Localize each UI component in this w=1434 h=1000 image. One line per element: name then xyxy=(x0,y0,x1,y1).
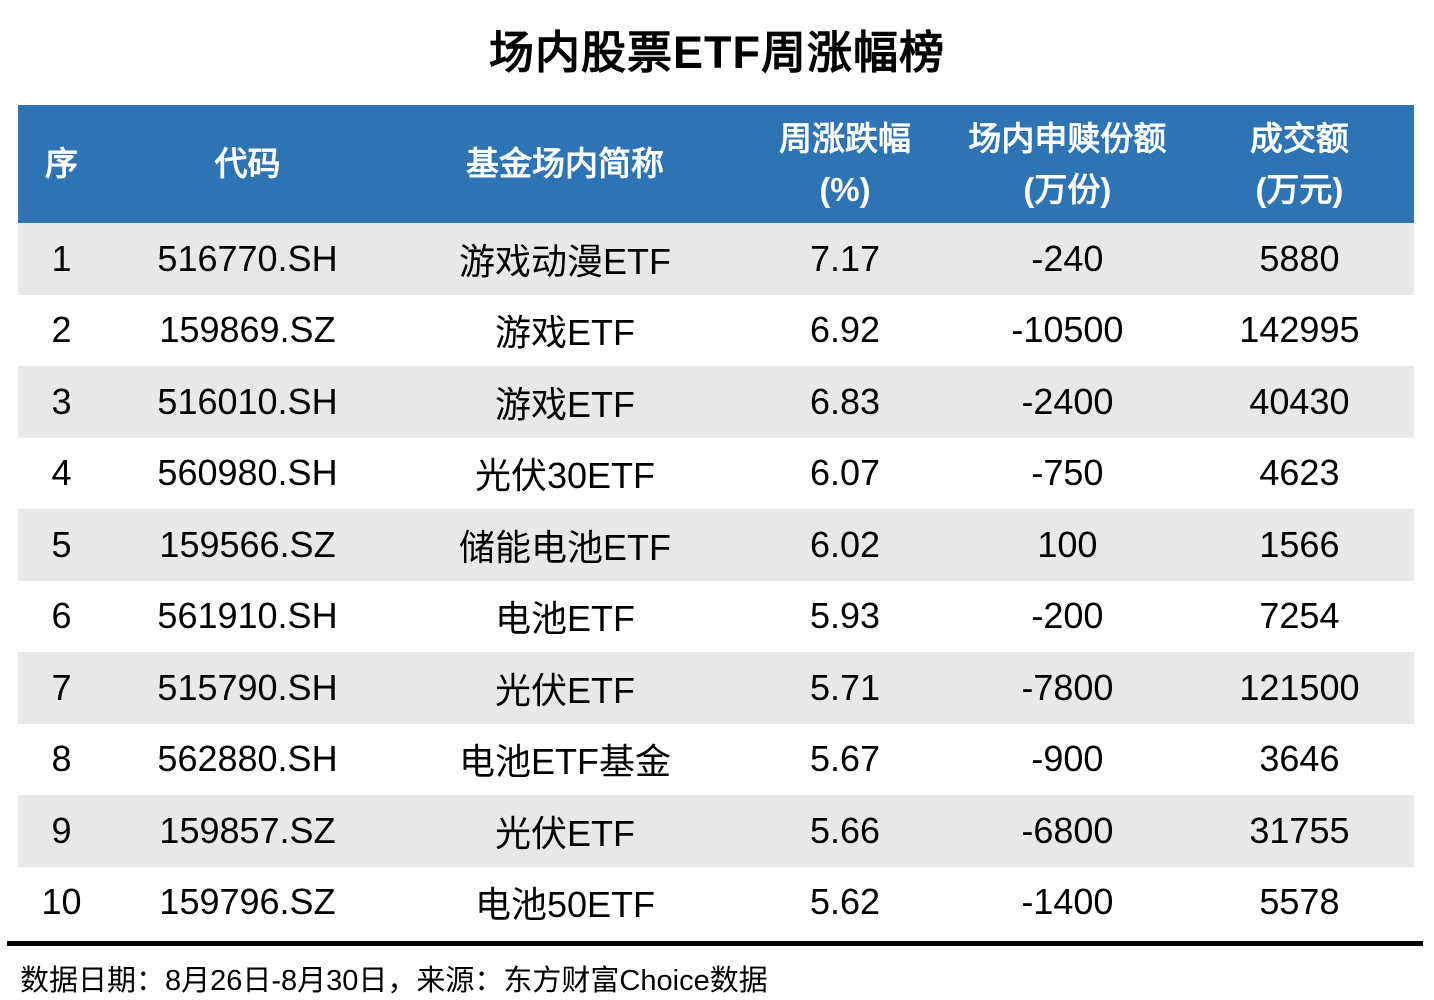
table-row: 10 159796.SZ 电池50ETF 5.62 -1400 5578 xyxy=(18,866,1414,938)
cell-code: 516010.SH xyxy=(157,380,338,422)
cell-rank: 1 xyxy=(51,237,72,279)
cell-creation-redemption: -200 xyxy=(1031,595,1104,637)
table-header-row: 序 代码 基金场内简称 周涨跌幅 (%) 场内申赎份额 (万份) 成交额 (万元… xyxy=(18,105,1414,223)
cell-name: 游戏ETF xyxy=(495,383,636,425)
table-row: 3 516010.SH 游戏ETF 6.83 -2400 40430 xyxy=(18,366,1414,438)
cell-turnover: 5578 xyxy=(1259,881,1340,923)
cell-code: 159857.SZ xyxy=(159,809,336,851)
cell-code: 159566.SZ xyxy=(159,523,336,565)
cell-name: 电池ETF xyxy=(495,598,636,640)
cell-rank: 9 xyxy=(51,809,72,851)
cell-rank: 7 xyxy=(51,666,72,708)
cell-creation-redemption: -2400 xyxy=(1021,380,1114,422)
cell-name: 光伏ETF xyxy=(495,669,636,711)
cell-weekly-change: 5.93 xyxy=(809,595,881,637)
cell-code: 159796.SZ xyxy=(159,881,336,923)
table-row: 1 516770.SH 游戏动漫ETF 7.17 -240 5880 xyxy=(18,223,1414,295)
cell-turnover: 7254 xyxy=(1259,595,1340,637)
col-header-rank: 序 xyxy=(18,105,105,223)
col-header-unit: (%) xyxy=(819,171,871,208)
table-row: 2 159869.SZ 游戏ETF 6.92 -10500 142995 xyxy=(18,294,1414,366)
cell-weekly-change: 5.66 xyxy=(809,809,881,851)
cell-name: 光伏ETF xyxy=(495,812,636,854)
cell-code: 562880.SH xyxy=(157,738,338,780)
cell-turnover: 3646 xyxy=(1259,738,1340,780)
etf-rank-table: 序 代码 基金场内简称 周涨跌幅 (%) 场内申赎份额 (万份) 成交额 (万元… xyxy=(18,105,1414,938)
cell-rank: 5 xyxy=(51,523,72,565)
col-header-label: 场内申赎份额 xyxy=(968,119,1167,157)
col-header-label: 基金场内简称 xyxy=(466,145,665,183)
cell-code: 159869.SZ xyxy=(159,309,336,351)
cell-rank: 10 xyxy=(41,881,82,923)
cell-creation-redemption: -10500 xyxy=(1011,309,1124,351)
table-body: 1 516770.SH 游戏动漫ETF 7.17 -240 5880 2 159… xyxy=(18,223,1414,938)
cell-code: 516770.SH xyxy=(157,237,338,279)
cell-weekly-change: 6.83 xyxy=(809,380,881,422)
col-header-label: 代码 xyxy=(214,145,281,183)
cell-rank: 6 xyxy=(51,595,72,637)
cell-turnover: 142995 xyxy=(1239,309,1360,351)
cell-rank: 2 xyxy=(51,309,72,351)
table-row: 8 562880.SH 电池ETF基金 5.67 -900 3646 xyxy=(18,723,1414,795)
col-header-turnover: 成交额 (万元) xyxy=(1185,105,1414,223)
cell-turnover: 121500 xyxy=(1239,666,1360,708)
cell-name: 光伏30ETF xyxy=(474,455,656,497)
table-row: 4 560980.SH 光伏30ETF 6.07 -750 4623 xyxy=(18,437,1414,509)
col-header-creation-redemption: 场内申赎份额 (万份) xyxy=(950,105,1185,223)
cell-code: 560980.SH xyxy=(157,452,338,494)
cell-weekly-change: 6.92 xyxy=(809,309,881,351)
cell-code: 515790.SH xyxy=(157,666,338,708)
cell-turnover: 4623 xyxy=(1259,452,1340,494)
cell-weekly-change: 5.71 xyxy=(809,666,881,708)
cell-rank: 8 xyxy=(51,738,72,780)
page-title: 场内股票ETF周涨幅榜 xyxy=(489,27,945,78)
cell-creation-redemption: -7800 xyxy=(1021,666,1114,708)
cell-creation-redemption: -900 xyxy=(1031,738,1104,780)
cell-creation-redemption: -750 xyxy=(1031,452,1104,494)
col-header-weekly-change: 周涨跌幅 (%) xyxy=(740,105,950,223)
cell-turnover: 40430 xyxy=(1249,380,1350,422)
col-header-label: 序 xyxy=(44,145,78,183)
col-header-label: 成交额 xyxy=(1249,119,1349,157)
table-row: 7 515790.SH 光伏ETF 5.71 -7800 121500 xyxy=(18,652,1414,724)
cell-turnover: 1566 xyxy=(1259,523,1340,565)
cell-name: 电池50ETF xyxy=(474,884,656,926)
col-header-label: 周涨跌幅 xyxy=(778,119,911,157)
cell-turnover: 5880 xyxy=(1259,237,1340,279)
cell-creation-redemption: -6800 xyxy=(1021,809,1114,851)
cell-weekly-change: 5.62 xyxy=(809,881,881,923)
cell-weekly-change: 7.17 xyxy=(809,237,881,279)
cell-weekly-change: 5.67 xyxy=(809,738,881,780)
cell-rank: 4 xyxy=(51,452,72,494)
table-row: 5 159566.SZ 储能电池ETF 6.02 100 1566 xyxy=(18,509,1414,581)
col-header-code: 代码 xyxy=(105,105,390,223)
cell-creation-redemption: -240 xyxy=(1031,237,1104,279)
col-header-unit: (万元) xyxy=(1255,171,1344,208)
cell-weekly-change: 6.02 xyxy=(809,523,881,565)
table-row: 6 561910.SH 电池ETF 5.93 -200 7254 xyxy=(18,580,1414,652)
data-source-note: 数据日期：8月26日-8月30日，来源：东方财富Choice数据 xyxy=(7,941,1423,999)
col-header-name: 基金场内简称 xyxy=(390,105,740,223)
cell-creation-redemption: -1400 xyxy=(1021,881,1114,923)
cell-name: 储能电池ETF xyxy=(459,526,672,568)
cell-name: 电池ETF基金 xyxy=(459,741,672,783)
cell-name: 游戏动漫ETF xyxy=(459,240,672,282)
cell-code: 561910.SH xyxy=(157,595,338,637)
cell-turnover: 31755 xyxy=(1249,809,1350,851)
cell-name: 游戏ETF xyxy=(495,312,636,354)
col-header-unit: (万份) xyxy=(1023,171,1112,208)
cell-weekly-change: 6.07 xyxy=(809,452,881,494)
cell-creation-redemption: 100 xyxy=(1037,523,1098,565)
cell-rank: 3 xyxy=(51,380,72,422)
table-row: 9 159857.SZ 光伏ETF 5.66 -6800 31755 xyxy=(18,795,1414,867)
